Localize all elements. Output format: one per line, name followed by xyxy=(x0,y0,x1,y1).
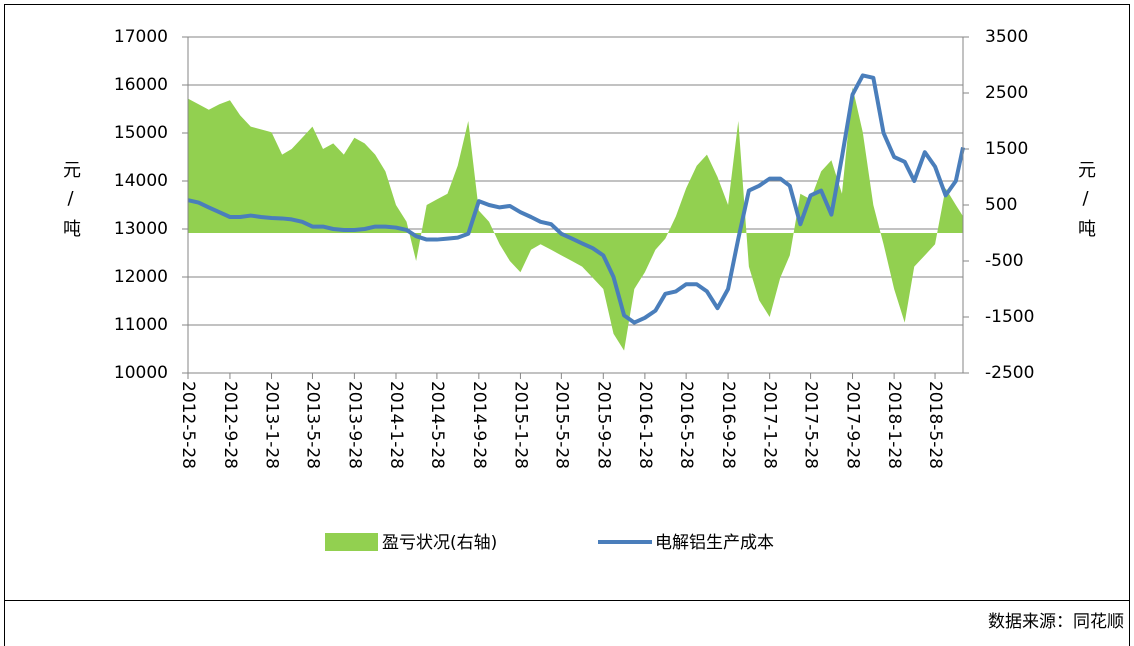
y-tick-label: 11000 xyxy=(114,315,168,335)
x-tick-label: 2014-1-28 xyxy=(386,381,406,469)
y-tick-label: 14000 xyxy=(114,171,168,191)
y2-tick-label: -500 xyxy=(985,251,1024,271)
legend-label: 盈亏状况(右轴) xyxy=(382,533,497,553)
x-tick-label: 2014-5-28 xyxy=(427,381,447,469)
x-tick-label: 2012-9-28 xyxy=(220,381,240,469)
y2-tick-label: 3500 xyxy=(985,27,1028,47)
y2-tick-label: -1500 xyxy=(985,307,1034,327)
x-tick-label: 2014-9-28 xyxy=(469,381,489,469)
line xyxy=(187,73,965,325)
x-tick-label: 2017-5-28 xyxy=(801,381,821,469)
y2-axis-label: 元/吨 xyxy=(1075,160,1096,247)
legend-label: 电解铝生产成本 xyxy=(655,533,774,553)
y-tick-label: 17000 xyxy=(114,27,168,47)
y2-tick-label: -2500 xyxy=(985,363,1034,383)
y-axis-label: 元/吨 xyxy=(60,160,81,247)
y-tick-label: 12000 xyxy=(114,267,168,287)
x-tick-label: 2017-9-28 xyxy=(843,381,863,469)
y2-tick-label: 500 xyxy=(985,195,1017,215)
x-tick-label: 2018-5-28 xyxy=(925,381,945,469)
y-tick-label: 10000 xyxy=(114,363,168,383)
source-note: 数据来源：同花顺 xyxy=(988,612,1124,632)
x-tick-label: 2016-5-28 xyxy=(676,381,696,469)
x-tick-label: 2017-1-28 xyxy=(760,381,780,469)
x-tick-label: 2012-5-28 xyxy=(178,381,198,469)
y2-tick-label: 2500 xyxy=(985,83,1028,103)
legend-swatch xyxy=(325,533,378,551)
frame xyxy=(4,4,1130,646)
x-tick-label: 2018-1-28 xyxy=(884,381,904,469)
x-tick-label: 2016-9-28 xyxy=(718,381,738,469)
x-tick-label: 2015-5-28 xyxy=(551,381,571,469)
y-tick-label: 13000 xyxy=(114,219,168,239)
x-tick-label: 2016-1-28 xyxy=(635,381,655,469)
y-tick-label: 16000 xyxy=(114,75,168,95)
x-tick-label: 2013-1-28 xyxy=(262,381,282,469)
x-tick-label: 2015-9-28 xyxy=(593,381,613,469)
y-tick-label: 15000 xyxy=(114,123,168,143)
area xyxy=(188,87,963,351)
x-tick-label: 2013-5-28 xyxy=(302,381,322,469)
x-tick-label: 2015-1-28 xyxy=(510,381,530,469)
x-tick-label: 2013-9-28 xyxy=(344,381,364,469)
y2-tick-label: 1500 xyxy=(985,139,1028,159)
